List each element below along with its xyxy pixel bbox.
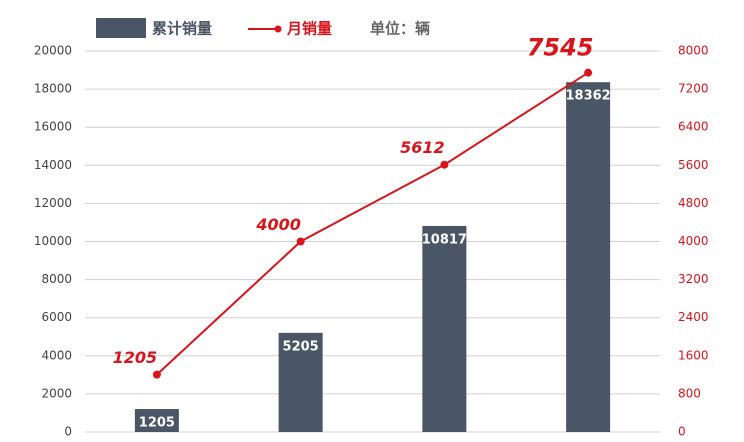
bar-value-label: 1205 (139, 416, 175, 431)
y-tick-label: 10000 (34, 234, 72, 248)
bar (134, 409, 179, 432)
bar-value-label: 10817 (422, 232, 467, 247)
y-tick-label: 2000 (41, 386, 72, 400)
legend-label: 月销量 (286, 20, 332, 38)
y2-tick-label: 3200 (678, 272, 709, 286)
line (156, 71, 589, 376)
unit-note: 单位：辆 (370, 20, 430, 38)
line-value-label: 7545 (527, 34, 594, 62)
line-value-label: 1205 (113, 348, 158, 367)
y2-tick-label: 4800 (678, 196, 709, 210)
legend-label: 累计销量 (152, 20, 212, 38)
y-tick-label: 6000 (41, 310, 72, 324)
y-tick-label: 12000 (34, 196, 72, 210)
line-point (152, 370, 161, 379)
y-tick-label: 20000 (34, 44, 72, 58)
bar (278, 332, 323, 432)
y2-tick-label: 1600 (678, 348, 709, 362)
legend-bar-swatch (96, 18, 146, 38)
y-tick-label: 4000 (41, 348, 72, 362)
bar (566, 82, 611, 432)
line-point (296, 237, 305, 246)
bar-value-label: 5205 (283, 339, 319, 354)
y-tick-label: 8000 (41, 272, 72, 286)
bar-value-label: 18362 (566, 89, 611, 104)
y-tick-label: 14000 (34, 158, 72, 172)
line-value-label: 5612 (400, 138, 445, 157)
y2-tick-label: 6400 (678, 120, 709, 134)
y-tick-label: 18000 (34, 82, 72, 96)
y2-tick-label: 7200 (678, 82, 709, 96)
y2-tick-label: 5600 (678, 158, 709, 172)
y2-tick-label: 800 (678, 386, 701, 400)
y2-tick-label: 0 (678, 425, 686, 439)
y-tick-label: 0 (64, 425, 72, 439)
y2-tick-label: 2400 (678, 310, 709, 324)
y2-tick-label: 8000 (678, 44, 709, 58)
y-tick-label: 16000 (34, 120, 72, 134)
line-point (584, 68, 593, 77)
line-value-label: 4000 (255, 215, 301, 234)
legend-line-swatch (274, 25, 282, 33)
line-point (440, 160, 449, 169)
y2-tick-label: 4000 (678, 234, 709, 248)
bar (422, 225, 467, 432)
